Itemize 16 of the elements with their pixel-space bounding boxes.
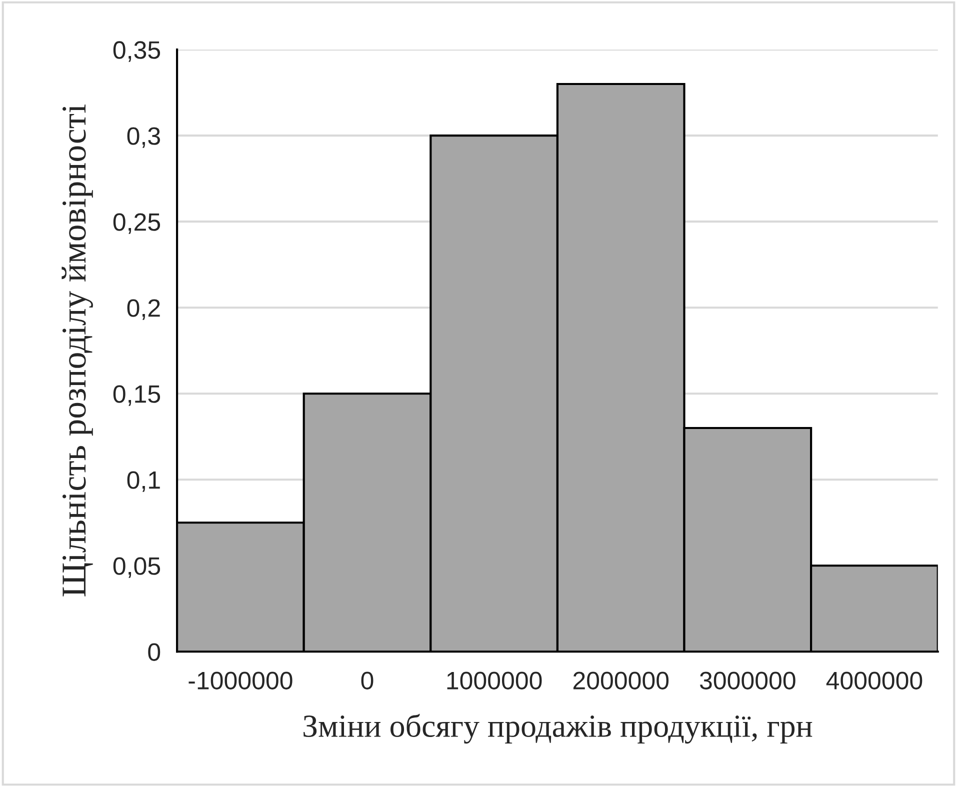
y-tick-label: 0,3 [127,127,160,148]
x-tick-label: 0 [361,672,374,690]
y-tick-label: 0,1 [127,471,160,492]
x-axis-title: Зміни обсягу продажів продукції, грн [304,714,812,744]
y-tick-label: 0,25 [113,213,160,234]
y-axis-title: Щільність розподілу ймовірності [62,104,93,596]
y-tick-label: 0 [148,643,160,661]
y-tick-label: 0,35 [113,41,160,62]
y-tick-label: 0,15 [113,385,160,406]
y-tick-label: 0,2 [127,299,160,320]
x-tick-label: 1000000 [447,672,542,690]
x-tick-label: 4000000 [826,672,922,690]
x-tick-label: 2000000 [573,672,669,690]
x-tick-label: 3000000 [700,672,796,690]
x-tick-label: -1000000 [188,672,292,690]
y-tick-label: 0,05 [113,557,160,578]
